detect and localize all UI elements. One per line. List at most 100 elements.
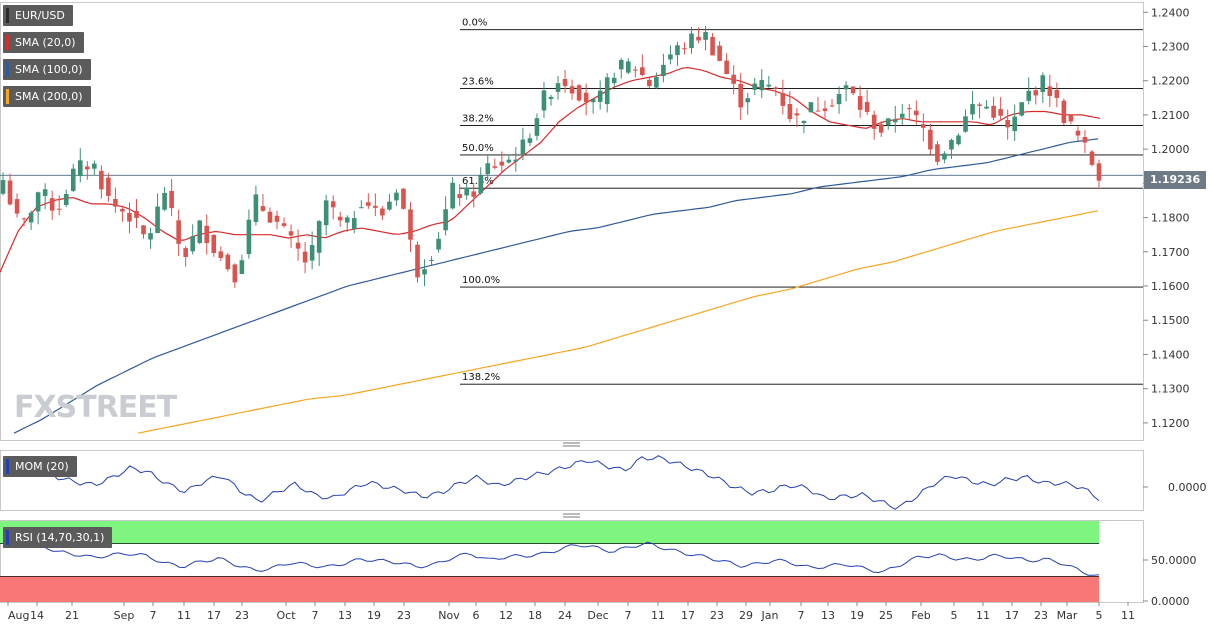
candle-body xyxy=(1082,137,1088,143)
candle-body xyxy=(443,209,448,231)
candle-body xyxy=(415,244,420,278)
candle-body xyxy=(773,87,779,89)
momentum-axis-label: 0.0000 xyxy=(1168,481,1207,494)
candle-body xyxy=(373,205,378,208)
legend-rsi[interactable]: RSI (14,70,30,1) xyxy=(3,527,113,548)
candle-body xyxy=(366,202,371,206)
candle-body xyxy=(633,69,638,71)
price-axis-label: 1.2400 xyxy=(1151,6,1190,19)
fibonacci-level-label: 38.2% xyxy=(462,114,494,125)
candle-body xyxy=(211,234,217,253)
price-axis-label: 1.2300 xyxy=(1151,40,1190,53)
time-axis-label: 13 xyxy=(821,609,835,622)
candle-body xyxy=(928,129,933,150)
time-axis-label: 25 xyxy=(879,609,893,622)
candle-body xyxy=(56,208,62,210)
candle-body xyxy=(703,32,708,40)
time-axis-label: 7 xyxy=(798,609,805,622)
price-axis-label: 1.1400 xyxy=(1151,348,1190,361)
candle-body xyxy=(323,200,329,226)
candle-body xyxy=(907,108,912,110)
legend-rsi-label: RSI (14,70,30,1) xyxy=(15,531,105,544)
time-axis-label: 23 xyxy=(235,609,249,622)
candle-body xyxy=(808,102,814,113)
candle-body xyxy=(1033,90,1039,96)
rsi-axis-label: 50.0000 xyxy=(1151,554,1197,567)
candle-body xyxy=(7,180,13,205)
candle-body xyxy=(506,159,512,163)
mom-color-swatch xyxy=(6,459,9,474)
time-axis-label: Jan xyxy=(761,609,779,622)
time-axis-label: 6 xyxy=(473,609,480,622)
candle-body xyxy=(759,79,765,91)
candle-body xyxy=(647,79,652,87)
candle-body xyxy=(99,170,104,190)
candle-body xyxy=(408,209,413,240)
time-axis-label: Mar xyxy=(1057,609,1078,622)
candle-body xyxy=(1089,151,1095,165)
time-axis-label: Oct xyxy=(276,609,296,622)
candle-body xyxy=(120,208,125,212)
candle-body xyxy=(731,74,736,84)
candle-body xyxy=(689,33,694,49)
candle-body xyxy=(302,251,308,263)
legend-sma100[interactable]: SMA (100,0) xyxy=(3,59,91,80)
candle-body xyxy=(183,248,188,257)
time-axis-label: Nov xyxy=(438,609,460,622)
candle-body xyxy=(640,67,645,76)
candle-body xyxy=(267,211,273,223)
candle-body xyxy=(871,114,877,129)
rsi-panel-frame xyxy=(0,520,1144,603)
candle-body xyxy=(963,116,968,132)
price-axis-label: 1.2100 xyxy=(1151,109,1190,122)
candle-body xyxy=(513,159,519,162)
candle-body xyxy=(127,212,132,222)
candle-body xyxy=(1096,163,1102,181)
fibonacci-level-label: 138.2% xyxy=(462,372,500,383)
momentum-line xyxy=(2,455,1100,510)
legend-sma200-label: SMA (200,0) xyxy=(15,90,83,103)
candle-body xyxy=(49,198,55,211)
legend-sma20[interactable]: SMA (20,0) xyxy=(3,32,84,53)
candle-body xyxy=(239,260,245,275)
candle-body xyxy=(148,233,153,240)
time-axis-label: 7 xyxy=(312,609,319,622)
legend-eurusd[interactable]: EUR/USD xyxy=(3,5,73,26)
fibonacci-level-label: 50.0% xyxy=(462,143,494,154)
sma100-line xyxy=(13,138,1099,434)
rsi-line xyxy=(2,541,1100,576)
rsi-oversold-zone xyxy=(0,576,1099,602)
candle-body xyxy=(604,77,610,105)
price-axis-label: 1.2200 xyxy=(1151,75,1190,88)
time-axis-label: 18 xyxy=(528,609,542,622)
candle-body xyxy=(675,45,680,56)
legend-mom[interactable]: MOM (20) xyxy=(3,456,77,477)
candle-body xyxy=(176,220,181,244)
candle-body xyxy=(590,99,596,103)
candle-body xyxy=(857,96,863,110)
candle-body xyxy=(850,86,856,94)
time-axis-label: 7 xyxy=(625,609,632,622)
time-axis-label: 5 xyxy=(951,609,958,622)
sma100-color-swatch xyxy=(6,62,9,77)
candle-body xyxy=(794,113,800,116)
time-axis-label: 24 xyxy=(558,609,572,622)
candle-body xyxy=(162,192,167,210)
price-axis-label: 1.1300 xyxy=(1151,383,1190,396)
candle-body xyxy=(1005,119,1010,128)
candle-body xyxy=(471,191,477,197)
candle-body xyxy=(351,218,357,229)
candle-body xyxy=(63,193,69,205)
candle-body xyxy=(1068,114,1074,122)
current-price-tag: 1.19236 xyxy=(1144,171,1207,189)
candle-body xyxy=(991,105,996,118)
time-axis-label: 23 xyxy=(1034,609,1048,622)
time-axis-label: Feb xyxy=(911,609,930,622)
candle-body xyxy=(724,60,729,75)
candle-body xyxy=(555,83,561,92)
candle-body xyxy=(766,84,772,87)
time-axis-label: Sep xyxy=(114,609,135,622)
candle-body xyxy=(155,206,160,234)
candle-body xyxy=(260,206,266,211)
legend-sma200[interactable]: SMA (200,0) xyxy=(3,86,91,107)
